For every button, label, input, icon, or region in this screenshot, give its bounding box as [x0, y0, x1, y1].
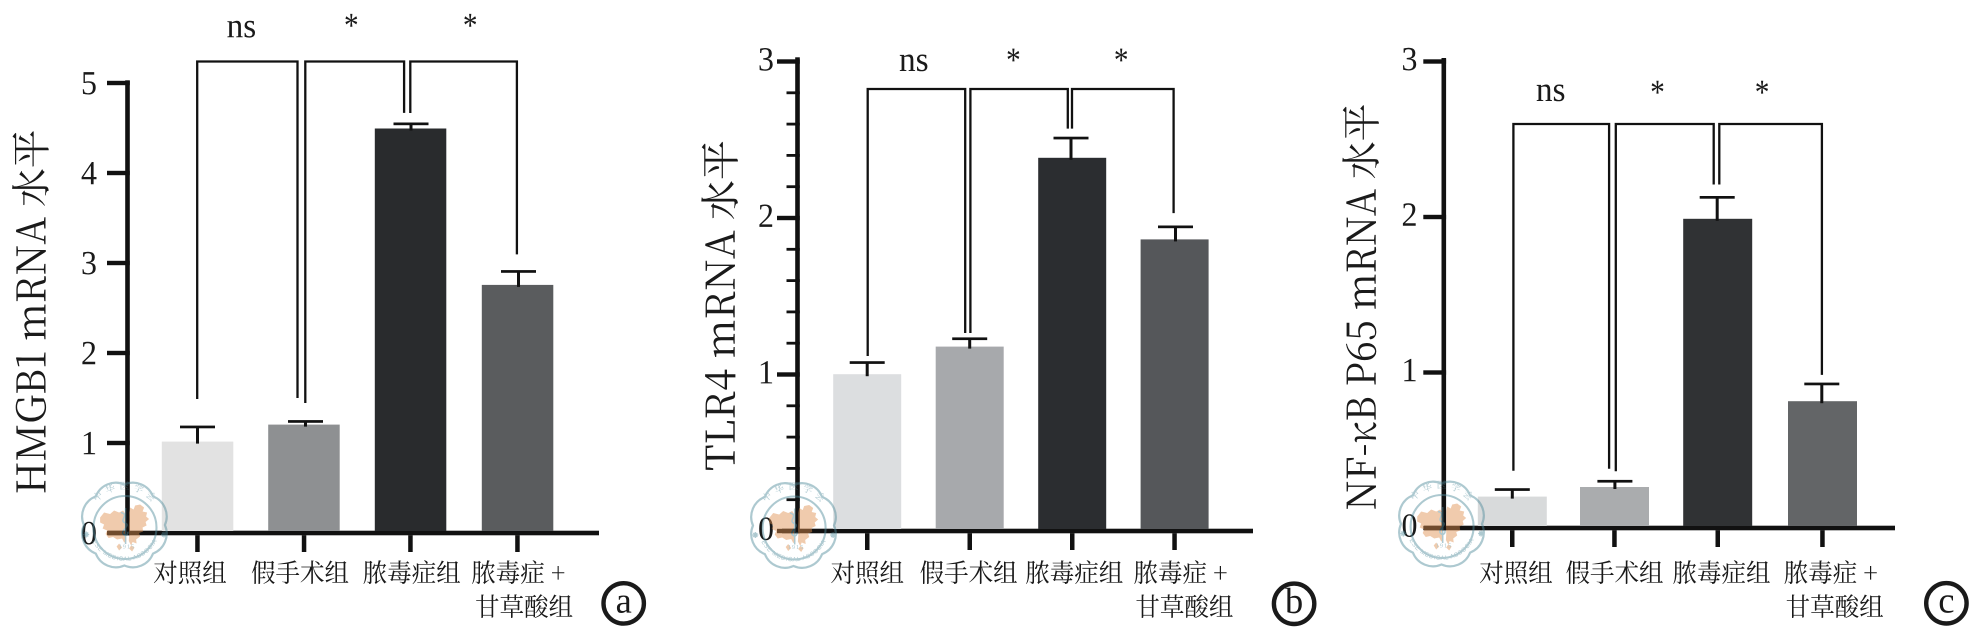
svg-text:1915: 1915	[1436, 543, 1452, 550]
svg-text:1915: 1915	[788, 544, 804, 551]
svg-text:1915: 1915	[119, 544, 135, 551]
